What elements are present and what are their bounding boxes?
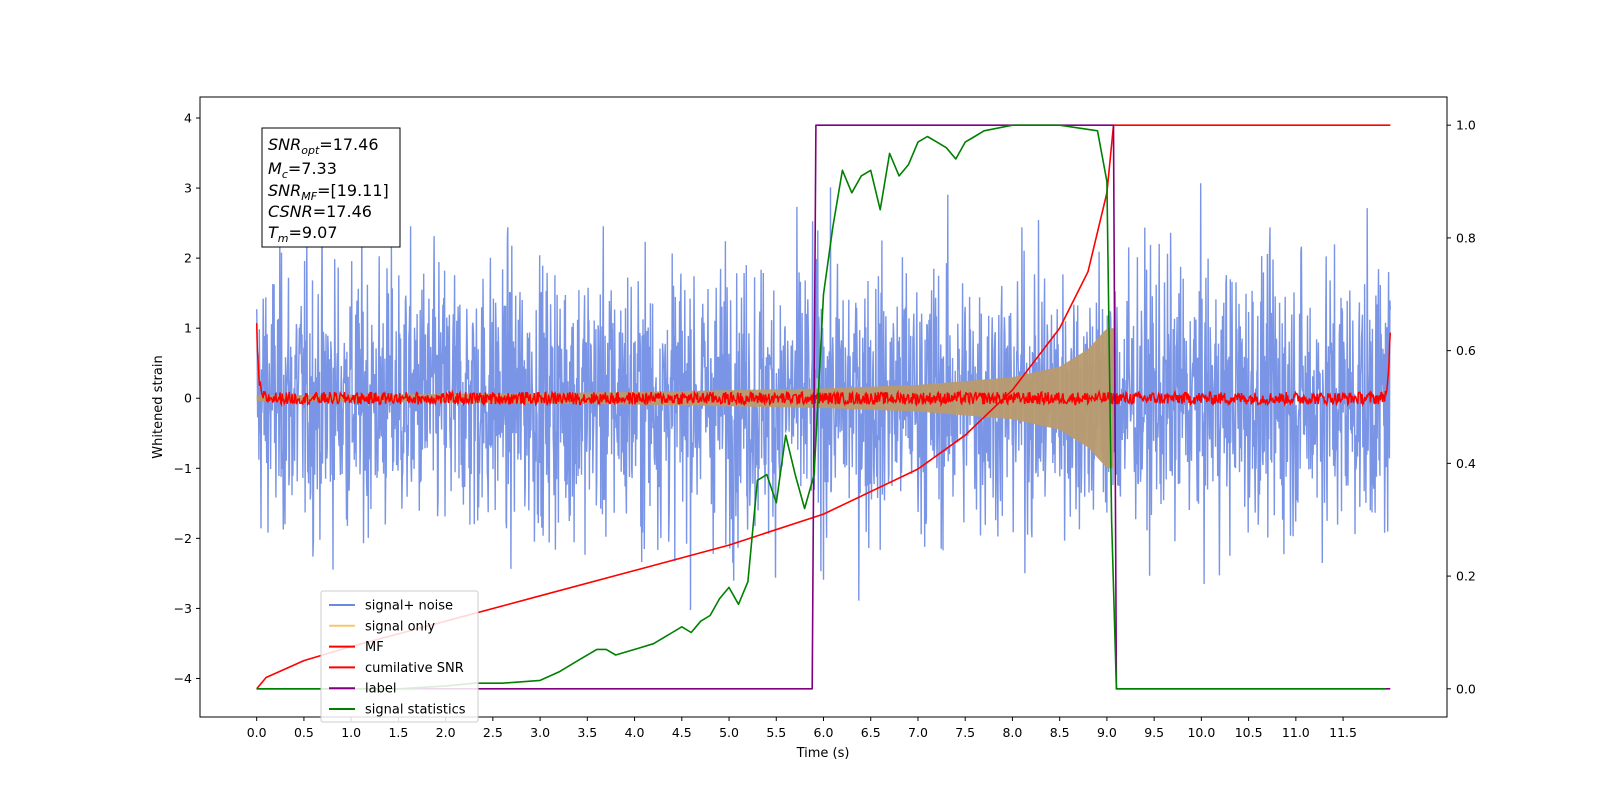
x-tick-label: 2.5 [483, 725, 503, 740]
x-tick-label: 6.5 [861, 725, 881, 740]
y-axis-right: 1.0 0.8 0.6 0.4 0.2 0.0 [1447, 118, 1476, 696]
x-tick-label: 0.5 [294, 725, 314, 740]
x-tick-label: 8.0 [1002, 725, 1022, 740]
x-tick-label: 11.0 [1282, 725, 1310, 740]
x-tick-label: 8.5 [1050, 725, 1070, 740]
y-tick-label: −4 [174, 671, 192, 686]
y-tick-label: −3 [174, 601, 192, 616]
legend-label: signal statistics [365, 703, 466, 718]
x-tick-label: 2.0 [436, 725, 456, 740]
annotation-mc: Mc=7.33 [268, 159, 337, 181]
x-tick-label: 9.0 [1097, 725, 1117, 740]
y-axis-label: Whitened strain [151, 355, 166, 458]
annotation-box: SNRopt=17.46 Mc=7.33 SNRMF=[19.11] CSNR=… [261, 127, 401, 248]
y2-tick-label: 0.8 [1456, 230, 1476, 245]
series-signal-noise-line [256, 183, 1391, 611]
y-tick-label: 2 [184, 251, 192, 266]
series-signal-only-band [256, 328, 1114, 469]
x-tick-label: 11.5 [1329, 725, 1357, 740]
annotation-tm: Tm=9.07 [268, 223, 338, 245]
annotation-csnr: CSNR=17.46 [268, 202, 372, 221]
y-tick-label: 3 [184, 181, 192, 196]
x-tick-label: 1.0 [341, 725, 361, 740]
x-tick-label: 5.0 [719, 725, 739, 740]
y2-tick-label: 0.0 [1456, 681, 1476, 696]
legend-label: cumilative SNR [365, 661, 464, 676]
legend-label: signal only [365, 619, 435, 634]
legend-label: MF [365, 640, 384, 655]
annotation-snr-opt: SNRopt=17.46 [268, 135, 379, 157]
x-tick-label: 4.5 [672, 725, 692, 740]
y-axis-left: 4 3 2 1 0 −1 −2 −3 −4 [174, 111, 200, 686]
x-axis: 0.0 0.5 1.0 1.5 2.0 2.5 3.0 3.5 4.0 4.5 5.0 5.5 6.0 6… [247, 717, 1357, 740]
x-tick-label: 3.5 [577, 725, 597, 740]
x-tick-label: 4.0 [625, 725, 645, 740]
y2-tick-label: 1.0 [1456, 118, 1476, 133]
y2-tick-label: 0.6 [1456, 343, 1476, 358]
series-mf-line [255, 323, 1392, 408]
y-tick-label: −2 [174, 531, 192, 546]
y-tick-label: 0 [184, 391, 192, 406]
y-tick-label: −1 [174, 461, 192, 476]
y-tick-label: 4 [184, 111, 192, 126]
y2-tick-label: 0.2 [1456, 569, 1476, 584]
x-tick-label: 1.5 [388, 725, 408, 740]
legend-label: signal+ noise [365, 599, 453, 614]
x-tick-label: 10.0 [1187, 725, 1215, 740]
y2-tick-label: 0.4 [1456, 456, 1476, 471]
x-tick-label: 7.0 [908, 725, 928, 740]
x-tick-label: 0.0 [247, 725, 267, 740]
x-tick-label: 5.5 [766, 725, 786, 740]
x-tick-label: 10.5 [1235, 725, 1263, 740]
y-tick-label: 1 [184, 321, 192, 336]
legend-label: label [365, 682, 396, 697]
x-tick-label: 6.0 [814, 725, 834, 740]
x-tick-label: 3.0 [530, 725, 550, 740]
x-tick-label: 9.5 [1144, 725, 1164, 740]
series-signal-statistics-line [256, 124, 1386, 690]
x-axis-label: Time (s) [796, 746, 850, 761]
x-tick-label: 7.5 [955, 725, 975, 740]
annotation-snr-mf: SNRMF=[19.11] [268, 181, 389, 203]
legend: signal+ noise signal only MF cumilative SNR… [320, 590, 479, 723]
